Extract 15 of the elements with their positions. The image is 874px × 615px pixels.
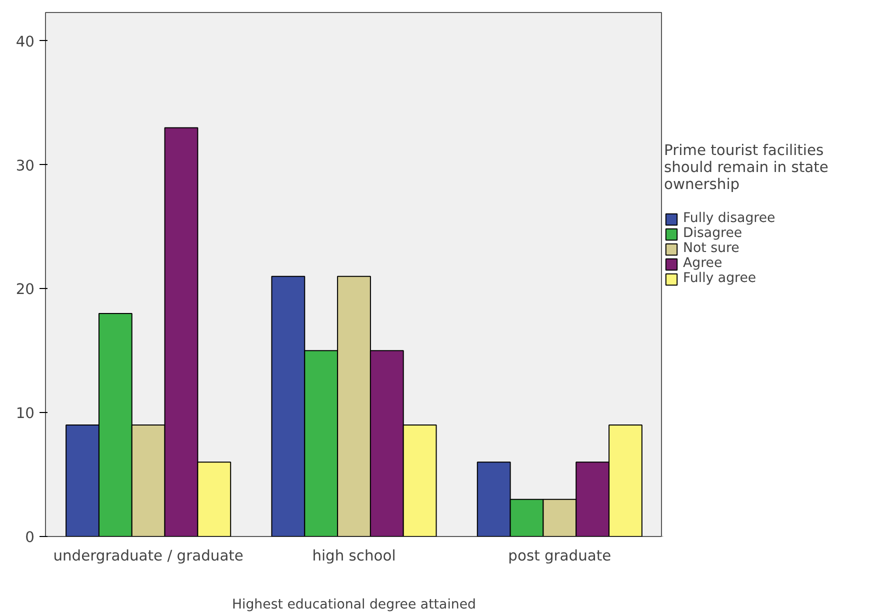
y-tick-label: 30: [16, 157, 35, 174]
legend-label: Fully agree: [683, 271, 756, 286]
y-tick-label: 40: [16, 33, 35, 50]
legend-label: Not sure: [683, 241, 740, 256]
legend-label: Disagree: [683, 226, 742, 241]
x-tick-label: undergraduate / graduate: [53, 548, 244, 564]
legend-label: Fully disagree: [683, 211, 776, 226]
x-tick-label: high school: [312, 548, 396, 564]
y-tick-label: 0: [25, 529, 35, 546]
legend-label: Agree: [683, 256, 722, 271]
x-axis-title: Highest educational degree attained: [232, 598, 476, 612]
legend-title: Prime tourist facilities should remain in state ownership: [664, 142, 828, 193]
y-tick-label: 20: [16, 281, 35, 298]
x-tick-label: post graduate: [508, 548, 612, 564]
y-tick-label: 10: [16, 405, 35, 422]
